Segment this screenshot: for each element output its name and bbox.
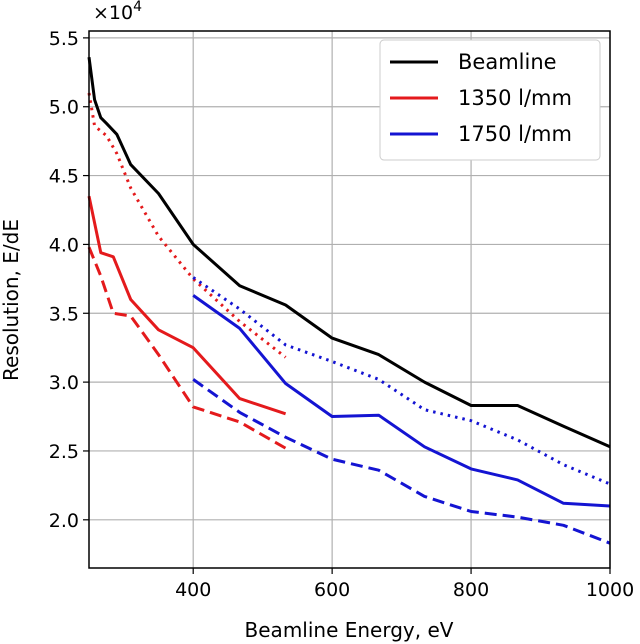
x-tick-label: 800	[453, 579, 489, 601]
series-line-1350-l-mm-dashed	[87, 246, 287, 450]
y-tick-label: 2.0	[49, 510, 79, 532]
y-tick-label: 3.0	[49, 372, 79, 394]
series-lines	[87, 57, 611, 545]
tick-marks	[83, 37, 611, 574]
tick-labels: 400 600 800 1000 2.0 2.5 3.0 3.5 4.0 4.5 5.0 5.5	[49, 28, 634, 601]
legend: Beamline 1350 l/mm 1750 l/mm	[379, 39, 601, 161]
series-line-1750-l-mm-dashed	[192, 378, 611, 545]
y-multiplier-exponent: 4	[133, 0, 142, 15]
x-tick-label: 400	[175, 579, 211, 601]
series-line-beamline-solid	[87, 57, 611, 449]
y-tick-label: 5.0	[49, 97, 79, 119]
series-line-1750-l-mm-solid	[192, 294, 611, 508]
y-tick-label: 5.5	[49, 28, 79, 50]
legend-label-1750: 1750 l/mm	[458, 122, 572, 146]
y-tick-label: 3.5	[49, 303, 79, 325]
plot-frame	[88, 30, 611, 569]
x-tick-label: 600	[314, 579, 350, 601]
y-tick-label: 4.0	[49, 234, 79, 256]
legend-box	[379, 39, 601, 161]
y-axis-label: Resolution, E/dE	[0, 219, 23, 381]
series-line-1350-l-mm-solid	[87, 195, 287, 416]
legend-label-beamline: Beamline	[458, 50, 557, 74]
legend-label-1350: 1350 l/mm	[458, 86, 572, 110]
y-tick-label: 2.5	[49, 441, 79, 463]
y-multiplier-base: ×10	[93, 2, 133, 24]
x-tick-label: 1000	[586, 579, 634, 601]
x-axis-label: Beamline Energy, eV	[245, 618, 454, 642]
series-line-1350-l-mm-dotted	[87, 92, 287, 359]
y-tick-label: 4.5	[49, 166, 79, 188]
series-line-1750-l-mm-dotted	[192, 276, 611, 486]
y-multiplier: ×104	[93, 0, 142, 24]
